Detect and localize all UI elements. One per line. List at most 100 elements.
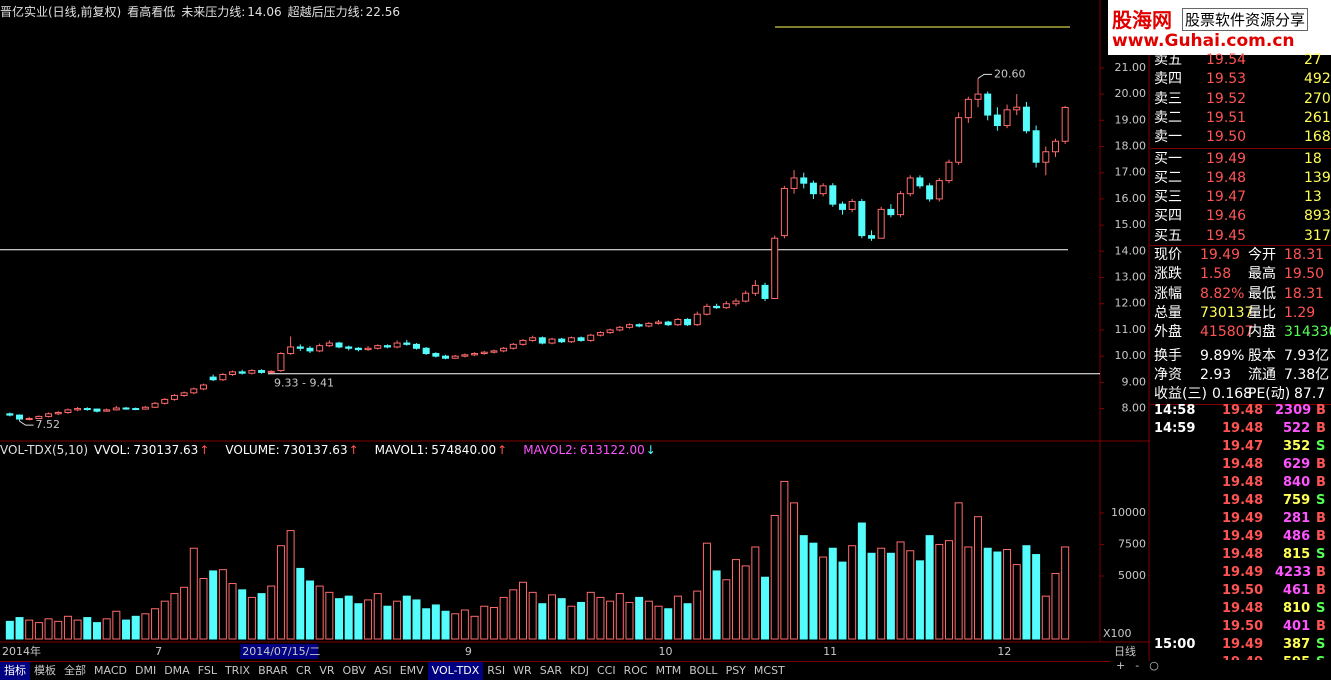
- tab[interactable]: MCST: [753, 664, 785, 677]
- candle-body: [383, 345, 391, 348]
- candle-body: [83, 408, 91, 411]
- tick-price: 19.47: [1222, 439, 1264, 454]
- tick-price: 19.49: [1222, 637, 1264, 652]
- order-volume: 18: [1304, 150, 1322, 167]
- order-row: 买五 19.45 317: [1154, 227, 1331, 246]
- divider: [1150, 245, 1331, 246]
- tick-volume: 2309: [1275, 403, 1312, 418]
- candle-body: [296, 346, 304, 349]
- stat-value: 87.7: [1294, 386, 1326, 403]
- tab[interactable]: CR: [296, 664, 312, 677]
- order-price: 19.48: [1206, 169, 1247, 186]
- divider: [1150, 148, 1331, 149]
- order-price: 19.50: [1206, 129, 1247, 146]
- tick-time: 14:59: [1154, 421, 1196, 436]
- tab[interactable]: DMI: [134, 664, 157, 677]
- volume-bar: [412, 599, 421, 640]
- volume-bar: [712, 570, 721, 640]
- tab[interactable]: KDJ: [570, 664, 589, 677]
- candle-body: [161, 398, 169, 404]
- tick-price: 19.49: [1222, 653, 1263, 660]
- candle-body: [112, 407, 120, 411]
- tab[interactable]: RSI: [487, 664, 506, 677]
- candle-body: [64, 409, 72, 413]
- tick-row: 15:00 19.49 387 S: [1154, 635, 1331, 654]
- candle-body: [887, 208, 895, 216]
- order-row: 买二 19.48 139: [1154, 169, 1331, 188]
- tab[interactable]: 全部: [64, 664, 86, 677]
- stat-row: 换手 9.89% 股本 7.93亿: [1154, 347, 1331, 366]
- y-tick-label: 10.00: [1115, 349, 1147, 362]
- tick-volume: 352: [1283, 439, 1311, 454]
- control[interactable]: ○: [1149, 659, 1159, 672]
- tab[interactable]: TRIX: [224, 664, 251, 677]
- candle-body: [500, 347, 508, 352]
- volume-bar: [770, 514, 779, 640]
- candle-body: [964, 98, 972, 119]
- y-tick-label: 10000: [1111, 506, 1146, 519]
- order-label: 卖四: [1154, 71, 1182, 88]
- tab[interactable]: VOL-TDX: [427, 662, 484, 680]
- candle-body: [674, 318, 682, 326]
- volume-bar: [528, 591, 537, 640]
- stat-value: 0.168: [1212, 386, 1253, 403]
- tick-side: B: [1316, 421, 1326, 436]
- tab[interactable]: 指标: [0, 662, 30, 680]
- tab[interactable]: FSL: [197, 664, 217, 677]
- candle-body: [780, 187, 788, 237]
- volume-bar: [906, 550, 915, 640]
- tick-side: S: [1316, 653, 1325, 660]
- tab[interactable]: BOLL: [689, 664, 718, 677]
- tab[interactable]: BRAR: [258, 664, 289, 677]
- tab[interactable]: ASI: [373, 664, 392, 677]
- volume-bar: [247, 596, 256, 640]
- volume-bar: [160, 600, 169, 640]
- tab[interactable]: PSY: [725, 664, 746, 677]
- tab[interactable]: MTM: [655, 664, 682, 677]
- tab[interactable]: EMV: [399, 664, 424, 677]
- candle-body: [151, 402, 159, 408]
- candle-body: [190, 388, 198, 394]
- tab[interactable]: MACD: [94, 664, 127, 677]
- volume-item-label: MAVOL1:: [374, 443, 429, 457]
- tab[interactable]: VR: [319, 664, 335, 677]
- volume-bar: [790, 502, 799, 640]
- order-volume: 27: [1304, 52, 1322, 68]
- y-tick-label: 7500: [1118, 537, 1146, 550]
- tab[interactable]: DMA: [164, 664, 190, 677]
- volume-bar: [557, 598, 566, 640]
- volume-bar: [915, 560, 924, 640]
- tick-price: 19.48: [1222, 493, 1264, 508]
- candle-body: [771, 237, 779, 299]
- tab[interactable]: 模板: [34, 664, 56, 677]
- candle-body: [122, 407, 130, 410]
- chart-header: 晋亿实业(日线,前复权) 看高看低 未来压力线: 14.06 超越后压力线: 22.56: [0, 3, 412, 20]
- volume-bar: [954, 502, 963, 640]
- order-row: 买三 19.47 13: [1154, 188, 1331, 207]
- control[interactable]: +: [1116, 659, 1126, 672]
- order-label: 买三: [1154, 189, 1182, 206]
- volume-bar: [751, 546, 760, 640]
- y-tick-label: 19.00: [1115, 113, 1147, 126]
- volume-bar: [1012, 564, 1021, 640]
- y-tick-label: 5000: [1118, 569, 1146, 582]
- volume-title: VOL-TDX(5,10): [0, 443, 89, 457]
- volume-bar: [577, 601, 586, 640]
- volume-bar: [741, 565, 750, 640]
- volume-item: VOLUME: 730137.63↑: [225, 443, 364, 457]
- tab[interactable]: CCI: [596, 664, 616, 677]
- control[interactable]: -: [1135, 659, 1140, 672]
- candle-body: [558, 338, 566, 343]
- volume-bar: [848, 545, 857, 640]
- volume-bar: [702, 542, 711, 640]
- volume-item-arrow: ↑: [497, 443, 508, 457]
- tab[interactable]: OBV: [342, 664, 366, 677]
- tick-price: 19.48: [1222, 547, 1264, 562]
- volume-bar: [625, 601, 634, 640]
- candle-body: [548, 338, 556, 344]
- tab[interactable]: ROC: [623, 664, 648, 677]
- tab[interactable]: SAR: [539, 664, 563, 677]
- candle-body: [538, 337, 546, 344]
- tab[interactable]: WR: [513, 664, 532, 677]
